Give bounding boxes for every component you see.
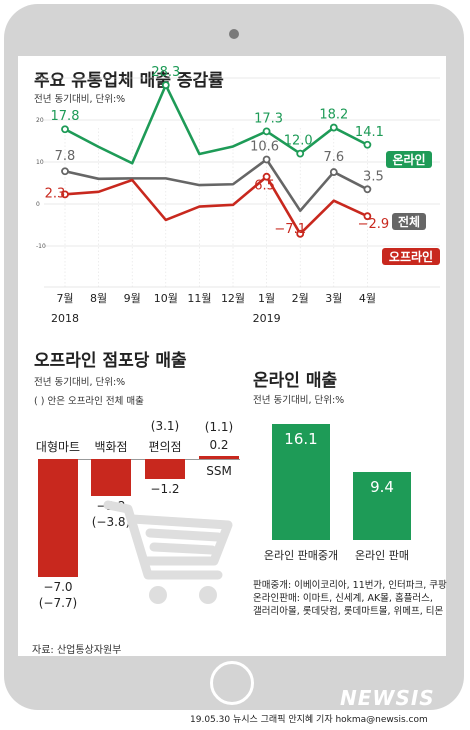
offline-category-label: SSM xyxy=(206,464,232,478)
offline-value-label: −7.0 xyxy=(43,579,73,594)
data-label: 18.2 xyxy=(319,108,348,123)
x-tick-label: 2월 xyxy=(292,292,309,305)
legend-pill-오프라인 xyxy=(382,248,440,265)
legend-pill-전체 xyxy=(392,213,426,230)
shopping-cart-icon xyxy=(103,500,233,604)
legend-label: 오프라인 xyxy=(389,249,433,264)
data-point xyxy=(161,81,170,90)
x-tick-label: 7월 xyxy=(56,292,73,305)
home-button-icon xyxy=(210,661,254,705)
series-line-전체 xyxy=(64,158,368,213)
data-label: 14.1 xyxy=(355,125,384,140)
line-chart-subtitle: 전년 동기대비, 단위:% xyxy=(34,94,126,105)
source-text: 자료: 산업통상자원부 xyxy=(32,645,122,656)
data-label: −2.9 xyxy=(358,217,390,232)
y-tick-label: 20 xyxy=(36,117,44,124)
data-point xyxy=(329,168,338,176)
line-chart: 30 20 10 0 -10 7월 8월 9월 10월 11월 12월 1월 2월 3월 4월 2018 201… xyxy=(36,65,440,325)
credit-text: 19.05.30 뉴시스 그래픽 안지혜 기자 hokma@newsis.com xyxy=(190,715,428,725)
data-label: 6.5 xyxy=(254,179,275,194)
data-point xyxy=(363,212,372,221)
y-tick-label: 0 xyxy=(36,201,40,208)
camera-icon xyxy=(229,29,239,39)
data-point xyxy=(61,190,69,199)
data-label: 17.8 xyxy=(51,109,80,124)
line-chart-title: 주요 유통업체 매출 증감률 xyxy=(34,71,224,91)
data-label: 28.3 xyxy=(151,65,180,80)
newsis-logo: NEWSIS xyxy=(340,686,435,710)
y-tick-label: 30 xyxy=(36,75,44,82)
data-point xyxy=(363,185,372,194)
offline-bar xyxy=(199,455,239,459)
x-tick-label: 3월 xyxy=(325,292,342,305)
note-line-1: 판매중개: 이베이코리아, 11번가, 인터파크, 쿠팡 xyxy=(253,580,447,591)
x-tick-label: 11월 xyxy=(187,292,211,305)
online-bar xyxy=(272,424,330,540)
offline-category-label: 대형마트 xyxy=(35,440,81,454)
y-tick-label: 10 xyxy=(36,159,44,166)
data-point xyxy=(262,172,271,181)
x-tick-label: 12월 xyxy=(221,292,245,305)
x-tick-label: 9월 xyxy=(124,292,141,305)
offline-total-label: (1.1) xyxy=(204,419,234,434)
offline-value-label: −1.2 xyxy=(150,482,180,497)
data-point xyxy=(363,140,372,149)
note-line-2: 온라인판매: 이마트, 신세계, AK몰, 홈플러스, xyxy=(253,593,433,604)
data-point xyxy=(329,123,338,132)
offline-total-label: (−3.8) xyxy=(91,514,131,529)
offline-chart-subtitle: 전년 동기대비, 단위:% xyxy=(34,377,126,388)
offline-bar xyxy=(91,459,131,496)
online-value-label: 9.4 xyxy=(370,478,394,497)
data-label: 2.3 xyxy=(45,186,66,201)
online-chart-title: 온라인 매출 xyxy=(253,371,338,391)
offline-total-label: (−7.7) xyxy=(38,595,78,610)
data-label: 17.3 xyxy=(254,111,283,126)
x-tick-label: 1월 xyxy=(258,292,275,305)
note-line-3: 갤러리아몰, 롯데닷컴, 롯데마트몰, 위메프, 티몬 xyxy=(253,606,444,617)
legend-label: 온라인 xyxy=(392,152,425,167)
data-point xyxy=(262,127,271,136)
phone-screen xyxy=(18,56,446,656)
offline-category-label: 편의점 xyxy=(148,440,182,454)
x-tick-label: 4월 xyxy=(359,292,376,305)
offline-chart-note: ( ) 안은 오프라인 전체 매출 xyxy=(34,396,144,407)
y-tick-label: -10 xyxy=(36,243,46,250)
x-tick-label: 10월 xyxy=(154,292,178,305)
data-point xyxy=(296,149,305,158)
offline-category-label: 백화점 xyxy=(94,440,128,454)
online-category-label: 온라인 판매 xyxy=(354,549,410,562)
x-tick-label: 8월 xyxy=(90,292,107,305)
series-line-온라인 xyxy=(64,83,368,165)
legend-label: 전체 xyxy=(398,214,420,229)
offline-bar xyxy=(38,459,78,577)
data-label: 10.6 xyxy=(250,139,279,154)
offline-value-label: 0.2 xyxy=(209,437,229,452)
online-chart-subtitle: 전년 동기대비, 단위:% xyxy=(253,395,345,406)
data-label: 3.5 xyxy=(363,169,384,184)
online-category-label: 온라인 판매중개 xyxy=(263,549,339,562)
offline-total-label: (3.1) xyxy=(150,419,180,433)
online-bar xyxy=(353,472,411,540)
data-label: −7.1 xyxy=(274,222,306,237)
offline-baseline xyxy=(40,459,240,460)
legend-pill-온라인 xyxy=(386,151,432,168)
series-line-오프라인 xyxy=(64,175,368,236)
data-label: 7.8 xyxy=(55,149,76,164)
offline-bar xyxy=(145,459,185,480)
offline-chart-title: 오프라인 점포당 매출 xyxy=(34,351,187,371)
data-label: 7.6 xyxy=(323,150,344,165)
data-label: 12.0 xyxy=(284,134,313,149)
year-label: 2018 xyxy=(51,312,79,325)
data-point xyxy=(61,167,69,176)
data-point xyxy=(262,155,271,164)
year-label: 2019 xyxy=(253,312,281,325)
data-point xyxy=(296,229,305,238)
online-value-label: 16.1 xyxy=(284,430,318,449)
data-point xyxy=(61,125,69,134)
